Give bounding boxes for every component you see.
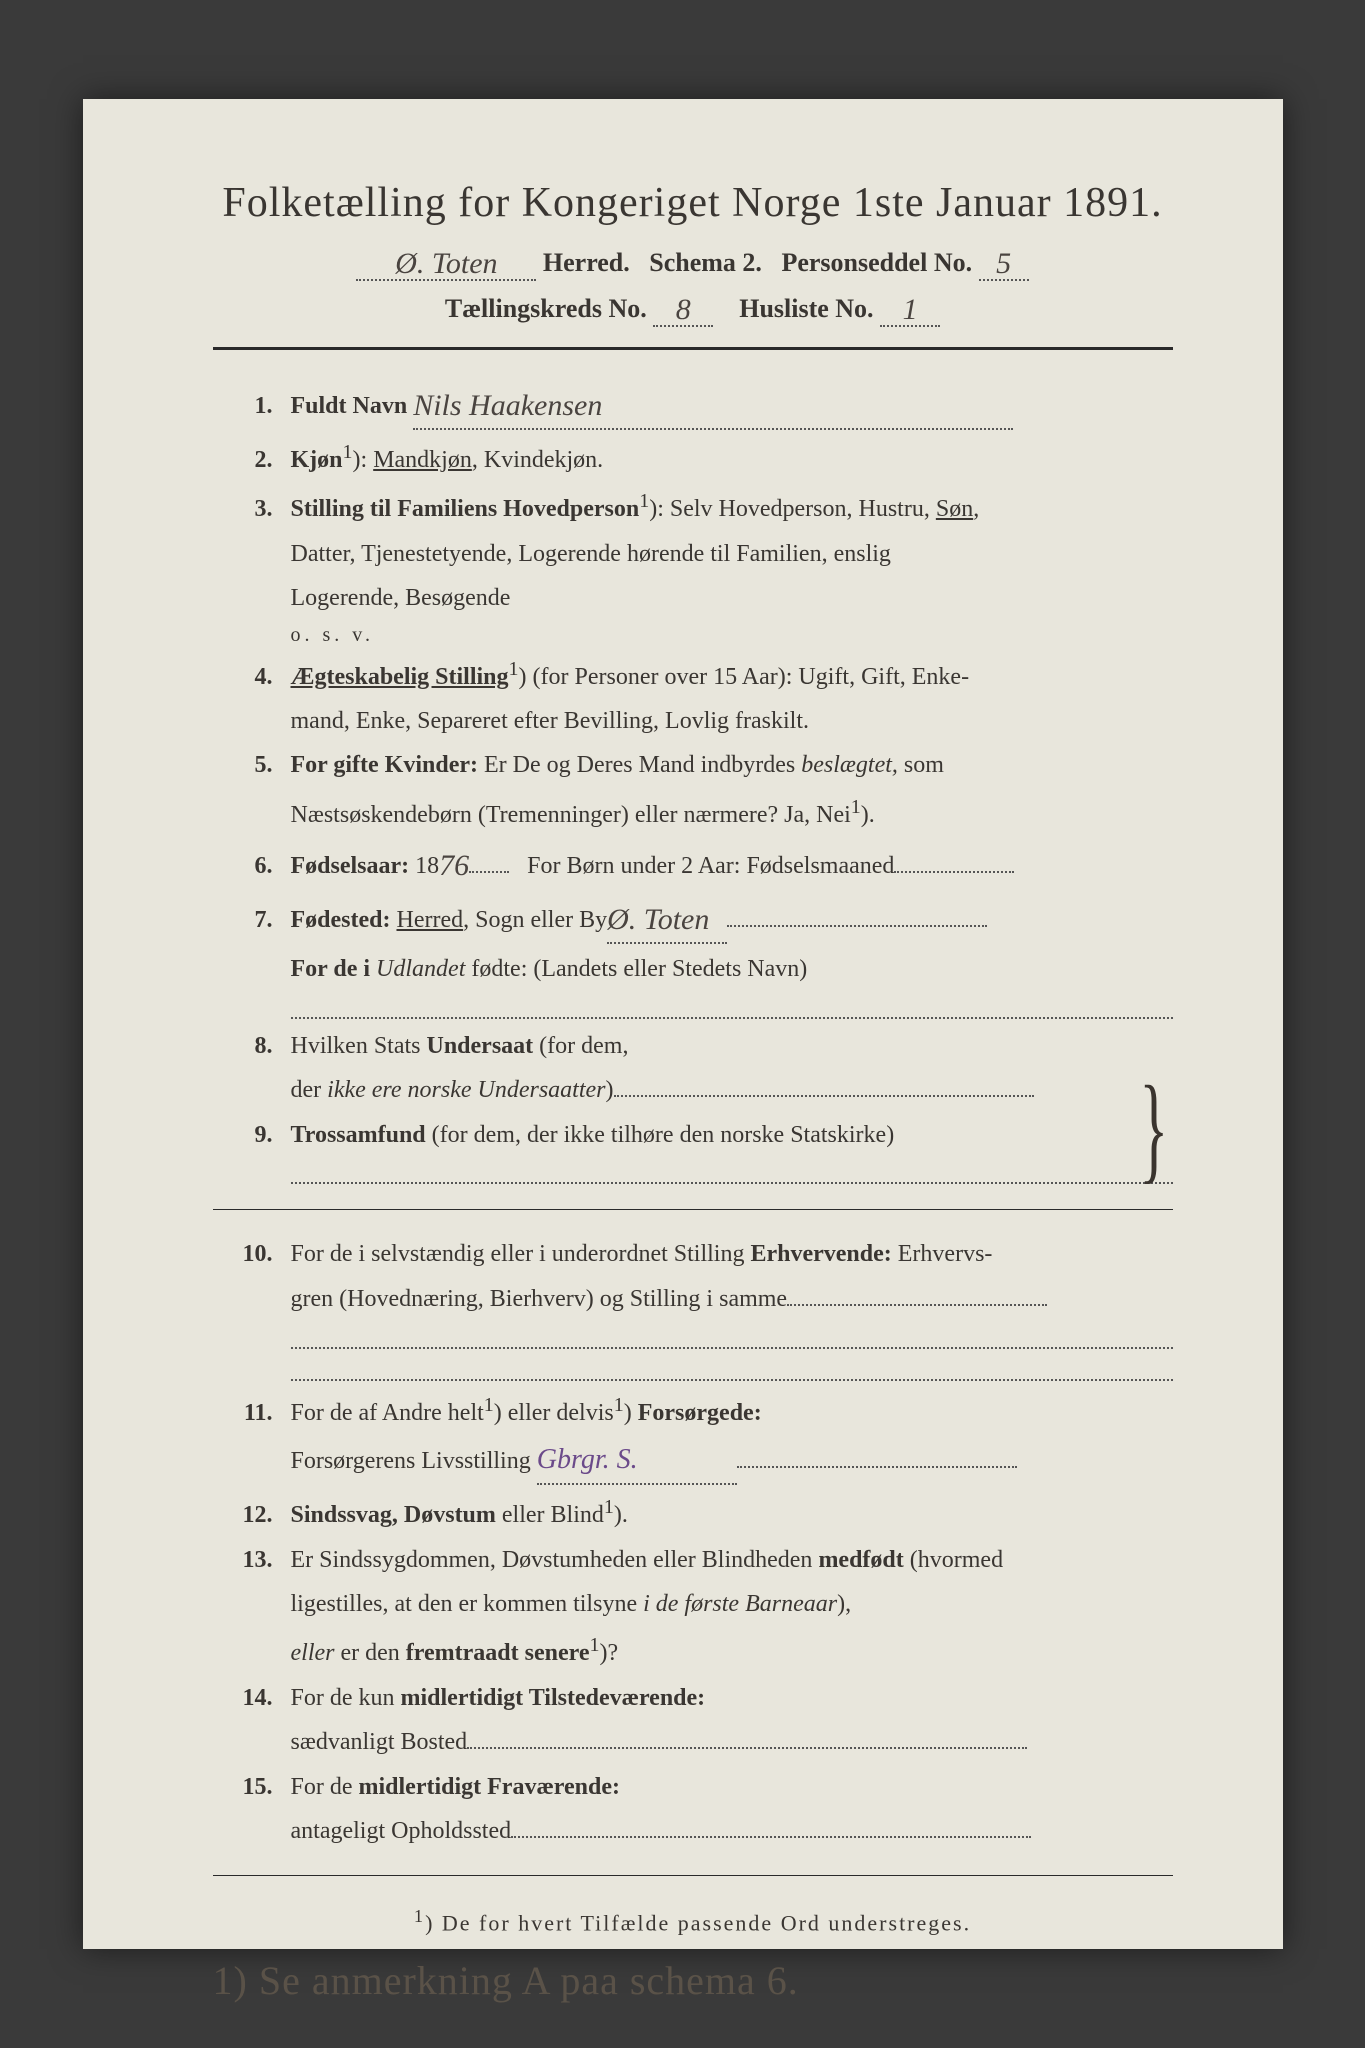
field-13: 13. Er Sindssygdommen, Døvstumheden elle… [213,1541,1173,1579]
herred-value: Ø. Toten [395,247,497,280]
schema-label: Schema 2. [649,248,762,277]
field-3: 3. Stilling til Familiens Hovedperson1):… [213,485,1173,528]
divider-bottom [213,1875,1173,1876]
field-10-blank1 [291,1324,1173,1348]
form-title: Folketælling for Kongeriget Norge 1ste J… [213,179,1173,227]
divider-mid [213,1209,1173,1210]
field-4-line2: mand, Enke, Separeret efter Bevilling, L… [291,702,1173,740]
field-8-line2: der ikke ere norske Undersaatter) [291,1071,1173,1109]
census-form-page: Folketælling for Kongeriget Norge 1ste J… [83,99,1283,1949]
husliste-value: 1 [903,293,918,326]
full-name-value: Nils Haakensen [413,389,602,422]
field-10-line2: gren (Hovednæring, Bierhverv) og Stillin… [291,1280,1173,1318]
field-12: 12. Sindssvag, Døvstum eller Blind1). [213,1491,1173,1534]
field-11-line2: Forsørgerens Livsstilling Gbrgr. S. [291,1438,1173,1485]
kreds-value: 8 [676,293,691,326]
relation-selected: Søn [936,496,973,522]
field-13-line3: eller er den fremtraadt senere1)? [291,1629,1173,1672]
header-line-1: Ø. Toten Herred. Schema 2. Personseddel … [213,245,1173,281]
husliste-label: Husliste No. [739,294,873,323]
brace-icon: } [1139,1059,1168,1197]
field-7: 7. Fødested: Herred, Sogn eller ByØ. Tot… [213,894,1173,944]
field-9: 9. Trossamfund (for dem, der ikke tilhør… [213,1116,1173,1154]
birthplace-value: Ø. Toten [607,903,709,936]
herred-label: Herred. [543,248,630,277]
field-4: 4. Ægteskabelig Stilling1) (for Personer… [213,653,1173,696]
header-line-2: Tællingskreds No. 8 Husliste No. 1 [213,291,1173,327]
provider-occupation-value: Gbrgr. S. [537,1444,638,1475]
field-10: 10. For de i selvstændig eller i underor… [213,1235,1173,1273]
birthplace-type: Herred [396,907,463,933]
field-15-line2: antageligt Opholdssted [291,1812,1173,1850]
divider-top [213,347,1173,350]
footnote: 1) De for hvert Tilfælde passende Ord un… [213,1906,1173,1936]
kreds-label: Tællingskreds No. [445,294,647,323]
field-7-line2: For de i Udlandet fødte: (Landets eller … [291,950,1173,988]
field-5: 5. For gifte Kvinder: Er De og Deres Man… [213,746,1173,784]
field-6: 6. Fødselsaar: 1876 For Børn under 2 Aar… [213,840,1173,888]
personseddel-value: 5 [996,247,1011,280]
bottom-handwritten-note: 1) Se anmerkning A paa schema 6. [213,1957,1173,2004]
field-5-line2: Næstsøskendebørn (Tremenninger) eller næ… [291,791,1173,834]
field-7-blank [291,995,1173,1019]
field-9-blank [291,1160,1173,1184]
field-11: 11. For de af Andre helt1) eller delvis1… [213,1389,1173,1432]
field-14: 14. For de kun midlertidigt Tilstedevære… [213,1679,1173,1717]
gender-selected: Mandkjøn [373,447,472,473]
birth-year-value: 76 [439,849,469,882]
field-13-line2: ligestilles, at den er kommen tilsyne i … [291,1585,1173,1623]
field-10-blank2 [291,1357,1173,1381]
field-8: 8. Hvilken Stats Undersaat (for dem, [213,1027,1173,1065]
field-3-line3: Logerende, Besøgende [291,579,1173,617]
field-3-line2: Datter, Tjenestetyende, Logerende hørend… [291,535,1173,573]
field-14-line2: sædvanligt Bosted [291,1723,1173,1761]
field-15: 15. For de midlertidigt Fraværende: [213,1768,1173,1806]
field-3-osv: o. s. v. [291,624,1173,647]
field-2: 2. Kjøn1): Mandkjøn, Kvindekjøn. [213,436,1173,479]
personseddel-label: Personseddel No. [781,248,972,277]
field-1: 1. Fuldt Navn Nils Haakensen [213,380,1173,430]
